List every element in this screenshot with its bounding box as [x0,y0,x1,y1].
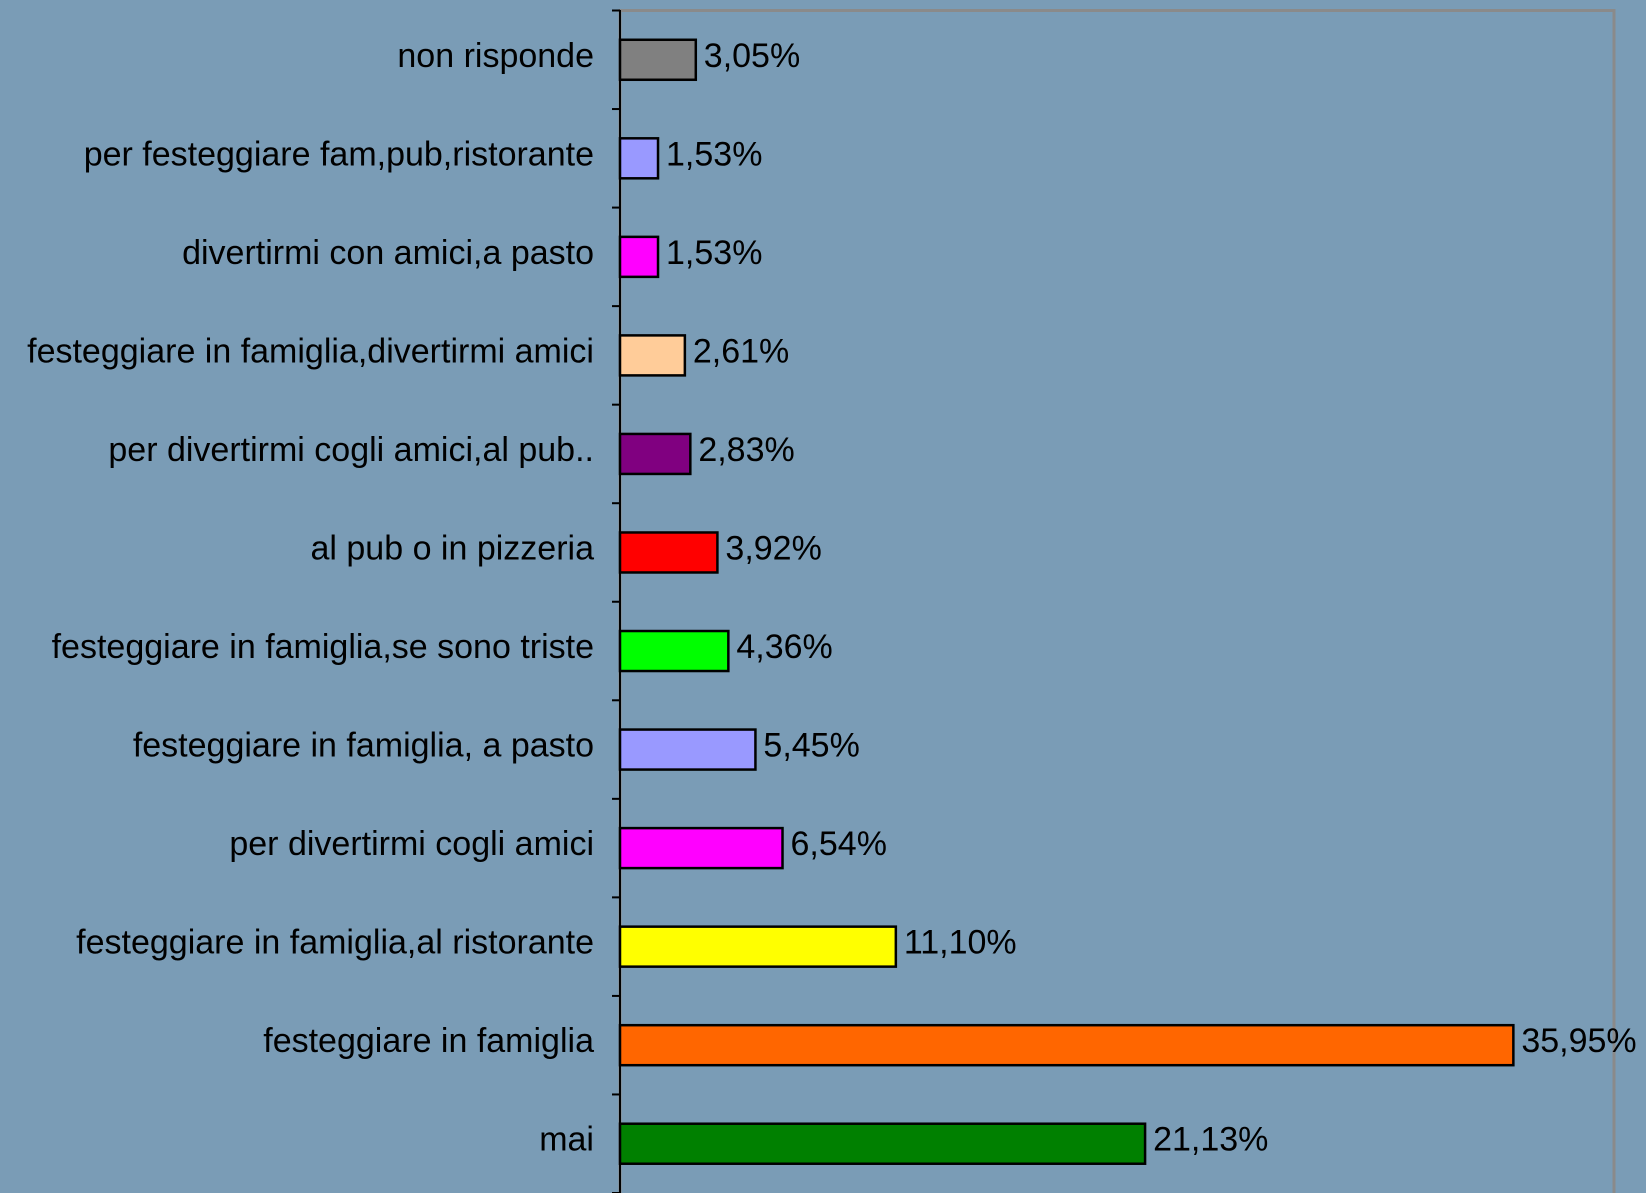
y-tick-label: per festeggiare fam,pub,ristorante [84,135,594,173]
data-label: 3,05% [704,37,800,75]
data-label: 35,95% [1521,1022,1636,1060]
bar [618,629,730,673]
bar [618,432,692,476]
data-label: 5,45% [763,727,859,765]
y-tick-label: festeggiare in famiglia,divertirmi amici [27,332,594,370]
bar [618,38,698,82]
bar [618,334,687,377]
data-label: 21,13% [1153,1121,1268,1159]
bar [618,531,719,574]
data-label: 6,54% [791,825,887,863]
y-tick-label: mai [539,1121,594,1159]
y-tick-label: al pub o in pizzeria [310,529,594,567]
y-tick-label: per divertirmi cogli amici,al pub.. [108,431,594,469]
plot-area [618,9,1616,1193]
y-tick-label: festeggiare in famiglia,se sono triste [52,628,594,666]
y-tick-label: festeggiare in famiglia,al ristorante [76,924,594,962]
y-tick-label: non risponde [397,37,594,75]
data-label: 1,53% [666,135,762,173]
bar [618,925,898,968]
bar [618,728,757,771]
data-label: 4,36% [736,628,832,666]
y-tick-label: festeggiare in famiglia [263,1022,594,1060]
data-label: 11,10% [904,924,1017,962]
bar [618,826,784,870]
data-label: 3,92% [725,529,821,567]
bar [618,1023,1515,1067]
y-tick-label: festeggiare in famiglia, a pasto [133,727,594,765]
bar [618,235,660,279]
y-tick-label: per divertirmi cogli amici [229,825,594,863]
data-label: 1,53% [666,234,762,272]
bar [618,137,660,180]
data-label: 2,83% [698,431,794,469]
data-label: 2,61% [693,332,789,370]
y-tick-label: divertirmi con amici,a pasto [182,234,594,272]
bar [618,1122,1147,1165]
